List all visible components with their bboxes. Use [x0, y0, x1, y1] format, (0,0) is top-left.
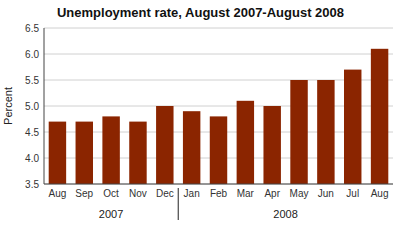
year-label: 2008: [273, 208, 297, 220]
year-divider: [178, 188, 179, 220]
grid-line: [44, 54, 393, 55]
x-axis-line: [44, 184, 393, 185]
bar: [317, 80, 334, 184]
y-axis-line: [44, 28, 45, 184]
x-tick-label: Nov: [129, 188, 147, 199]
x-tick-label: Sep: [75, 188, 93, 199]
x-tick-label: Aug: [49, 188, 67, 199]
y-axis-label: Percent: [2, 87, 14, 125]
x-tick-label: Apr: [264, 188, 280, 199]
y-tick-label: 4.5: [25, 127, 39, 138]
x-tick-labels: Aug Sep Oct Nov Dec Jan Feb Mar Apr May Jun Jul Aug: [49, 188, 389, 199]
bar: [183, 111, 200, 184]
bar: [129, 122, 146, 184]
title: Unemployment rate, August 2007-August 20…: [57, 5, 344, 20]
x-tick-label: Oct: [103, 188, 119, 199]
chart-container: 3.5 4.0 4.5 5.0 5.5 6.0 6.5 Aug Sep Oct Nov Dec Jan F…: [0, 0, 401, 238]
year-labels: 2007 2008: [99, 208, 298, 220]
x-tick-label: May: [290, 188, 309, 199]
bar: [263, 106, 280, 184]
bars: [49, 49, 389, 184]
y-tick-label: 3.5: [25, 179, 39, 190]
bar: [371, 49, 388, 184]
bar: [290, 80, 307, 184]
grid: [44, 28, 393, 184]
y-tick-label: 5.0: [25, 101, 39, 112]
x-tick-label: Dec: [156, 188, 174, 199]
grid-line: [44, 106, 393, 107]
bar: [344, 70, 361, 184]
bar: [49, 122, 66, 184]
grid-line: [44, 80, 393, 81]
x-tick-label: Jun: [318, 188, 334, 199]
bar: [102, 116, 119, 184]
bar: [210, 116, 227, 184]
x-tick-label: Jan: [184, 188, 200, 199]
grid-line: [44, 28, 393, 29]
y-tick-label: 6.5: [25, 23, 39, 34]
y-tick-labels: 3.5 4.0 4.5 5.0 5.5 6.0 6.5: [25, 23, 39, 190]
bar: [156, 106, 173, 184]
x-tick-label: Mar: [237, 188, 255, 199]
chart: 3.5 4.0 4.5 5.0 5.5 6.0 6.5 Aug Sep Oct Nov Dec Jan F…: [0, 0, 401, 238]
bar: [237, 101, 254, 184]
bar: [76, 122, 93, 184]
grid-line: [44, 184, 393, 185]
y-tick-label: 6.0: [25, 49, 39, 60]
x-tick-label: Jul: [346, 188, 359, 199]
x-tick-label: Feb: [210, 188, 228, 199]
y-tick-label: 5.5: [25, 75, 39, 86]
year-label: 2007: [99, 208, 123, 220]
y-tick-label: 4.0: [25, 153, 39, 164]
x-tick-label: Aug: [371, 188, 389, 199]
